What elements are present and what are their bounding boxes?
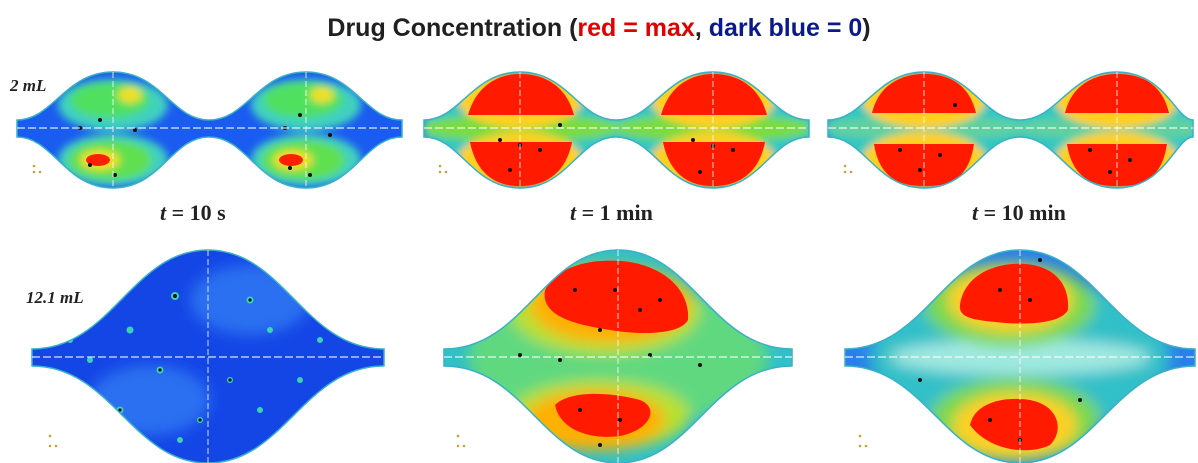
- time-label-1min: t = 1 min: [570, 200, 653, 225]
- time-label-10min: t = 10 min: [972, 200, 1066, 225]
- title-main: Drug Concentration: [327, 14, 563, 42]
- volume-label-12ml: 12.1 mL: [26, 288, 84, 307]
- axis-triad-icons: [32, 164, 868, 448]
- title-blue-legend: dark blue = 0: [708, 14, 863, 42]
- map-2ml-1min: [424, 72, 809, 188]
- title-red-legend: red = max: [577, 14, 695, 42]
- map-2ml-10s: [17, 72, 402, 188]
- title-comma: ,: [694, 14, 709, 42]
- time-label-10s: t = 10 s: [160, 200, 226, 225]
- volume-label-2ml: 2 mL: [10, 76, 47, 95]
- figure-title: Drug Concentration (red = max, dark blue…: [0, 14, 1198, 43]
- map-12ml-10s: [32, 250, 384, 463]
- map-12ml-1min: [444, 250, 792, 463]
- map-2ml-10min: [828, 72, 1193, 188]
- title-open: (: [569, 14, 578, 42]
- map-12ml-10min: [845, 250, 1195, 463]
- title-close: ): [862, 14, 871, 42]
